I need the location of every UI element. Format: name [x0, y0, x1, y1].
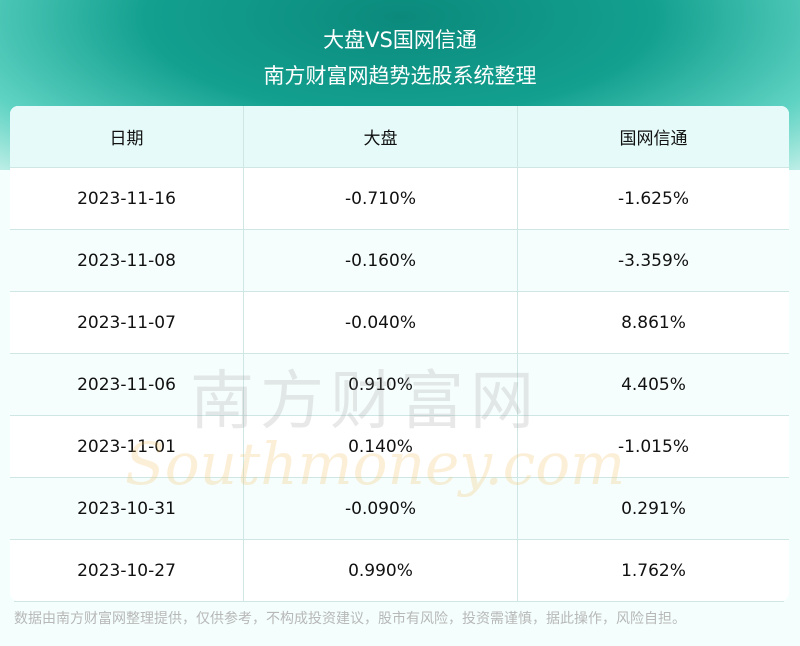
- date-cell: 2023-11-01: [10, 415, 244, 478]
- header-market: 大盘: [243, 106, 518, 168]
- table-row: 2023-11-07 -0.040% 8.861%: [10, 291, 789, 354]
- table-row: 2023-11-16 -0.710% -1.625%: [10, 167, 789, 230]
- market-change-cell: -0.710%: [243, 167, 518, 230]
- page-subtitle: 南方财富网趋势选股系统整理: [263, 64, 537, 88]
- table-row: 2023-11-08 -0.160% -3.359%: [10, 229, 789, 292]
- market-change-cell: -0.090%: [243, 477, 518, 540]
- stock-change-cell: -1.625%: [517, 167, 789, 230]
- table-row: 2023-11-06 0.910% 4.405%: [10, 353, 789, 416]
- header-stock: 国网信通: [517, 106, 789, 168]
- stock-change-cell: 8.861%: [517, 291, 789, 354]
- market-change-cell: -0.160%: [243, 229, 518, 292]
- market-change-cell: 0.910%: [243, 353, 518, 416]
- disclaimer: 数据由南方财富网整理提供，仅供参考，不构成投资建议，股市有风险，投资需谨慎，据此…: [14, 611, 686, 627]
- header-date: 日期: [10, 106, 244, 168]
- stock-change-cell: 4.405%: [517, 353, 789, 416]
- stock-change-cell: 0.291%: [517, 477, 789, 540]
- comparison-table-card: 日期 大盘 国网信通 2023-11-16 -0.710% -1.625% 2023-…: [10, 106, 789, 601]
- date-cell: 2023-11-16: [10, 167, 244, 230]
- table-row: 2023-10-31 -0.090% 0.291%: [10, 477, 789, 540]
- stock-change-cell: -3.359%: [517, 229, 789, 292]
- date-cell: 2023-10-27: [10, 539, 244, 601]
- market-change-cell: 0.990%: [243, 539, 518, 601]
- date-cell: 2023-11-06: [10, 353, 244, 416]
- page-title: 大盘VS国网信通: [323, 28, 477, 52]
- table-row: 2023-10-27 0.990% 1.762%: [10, 539, 789, 601]
- comparison-table: 日期 大盘 国网信通 2023-11-16 -0.710% -1.625% 2023-…: [10, 106, 789, 601]
- divider: [14, 601, 784, 602]
- date-cell: 2023-11-07: [10, 291, 244, 354]
- stock-change-cell: 1.762%: [517, 539, 789, 601]
- table-header-row: 日期 大盘 国网信通: [10, 106, 789, 168]
- stock-change-cell: -1.015%: [517, 415, 789, 478]
- market-change-cell: -0.040%: [243, 291, 518, 354]
- date-cell: 2023-10-31: [10, 477, 244, 540]
- date-cell: 2023-11-08: [10, 229, 244, 292]
- table-row: 2023-11-01 0.140% -1.015%: [10, 415, 789, 478]
- market-change-cell: 0.140%: [243, 415, 518, 478]
